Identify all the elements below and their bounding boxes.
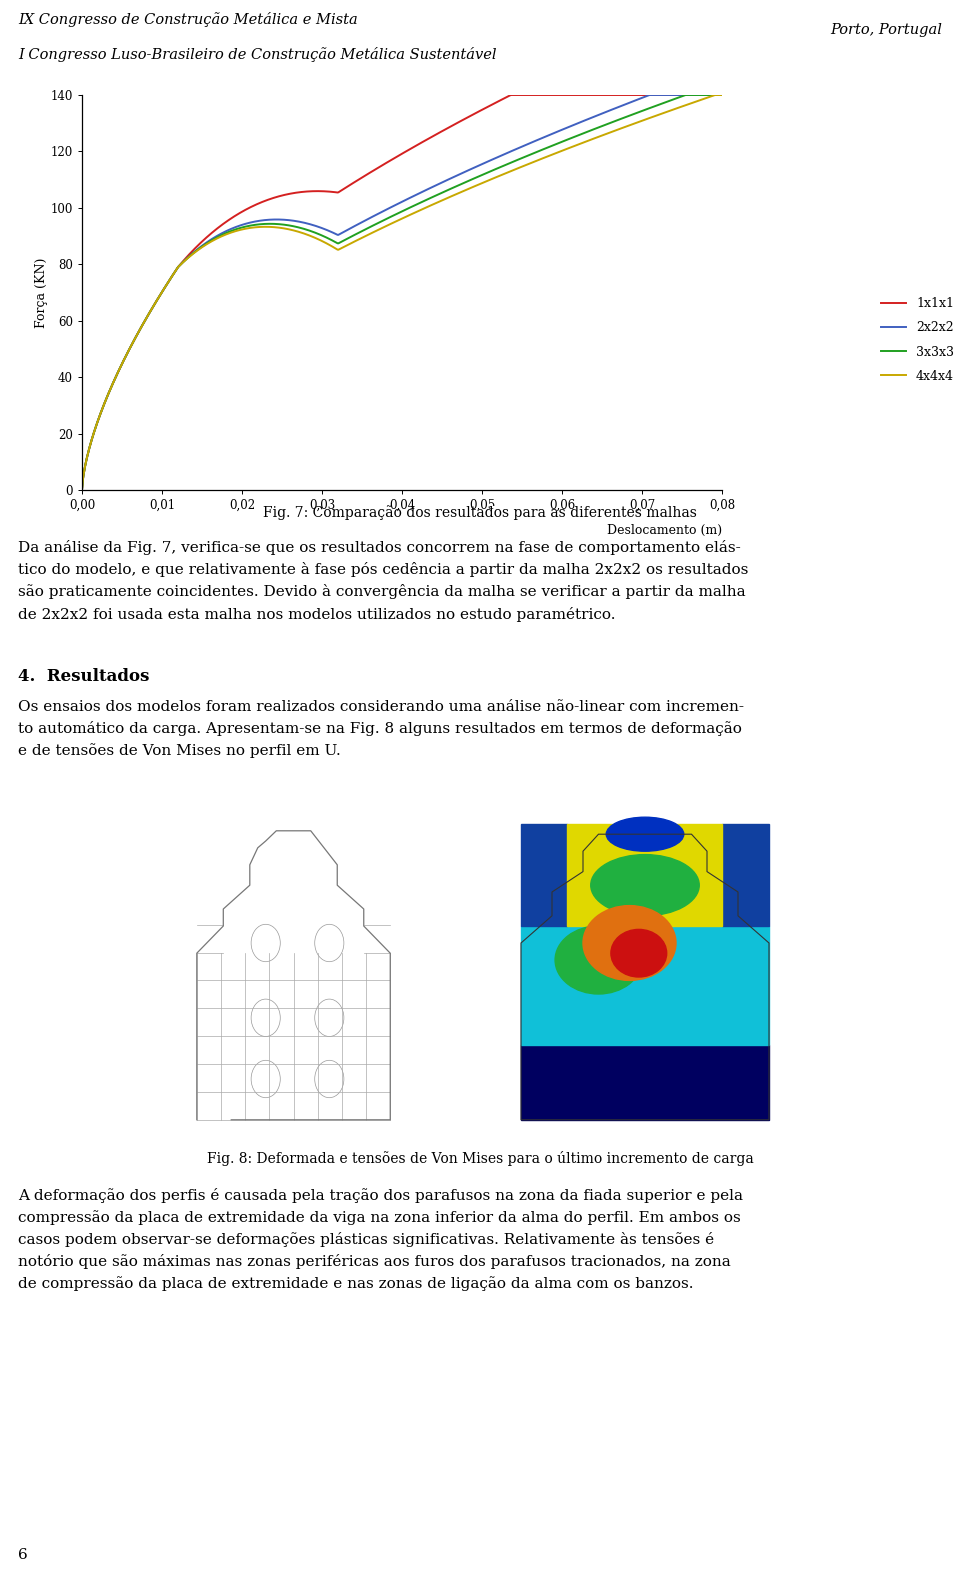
Ellipse shape [607,818,684,851]
Bar [567,824,723,926]
Text: A deformação dos perfis é causada pela tração dos parafusos na zona da fiada sup: A deformação dos perfis é causada pela t… [18,1189,743,1292]
Ellipse shape [590,854,699,916]
Text: I Congresso Luso-Brasileiro de Construção Metálica Sustentável: I Congresso Luso-Brasileiro de Construçã… [18,48,496,62]
Text: Fig. 7:: Fig. 7: [455,506,505,520]
Bar [521,926,769,1045]
Text: IX Congresso de Construção Metálica e Mista: IX Congresso de Construção Metálica e Mi… [18,13,358,27]
Bar [521,824,567,926]
Ellipse shape [555,926,642,994]
Text: Os ensaios dos modelos foram realizados considerando uma análise não-linear com : Os ensaios dos modelos foram realizados … [18,701,744,758]
Bar [521,1045,769,1119]
Text: 6: 6 [18,1549,28,1561]
Bar [723,824,769,926]
Text: Deslocamento (m): Deslocamento (m) [607,523,722,537]
Text: 4.  Resultados: 4. Resultados [18,669,150,685]
Text: Porto, Portugal: Porto, Portugal [830,24,942,36]
Text: Fig. 8: Deformada e tensões de Von Mises para o último incremento de carga: Fig. 8: Deformada e tensões de Von Mises… [206,1151,754,1167]
Legend: 1x1x1, 2x2x2, 3x3x3, 4x4x4: 1x1x1, 2x2x2, 3x3x3, 4x4x4 [876,292,959,388]
Text: Da análise da Fig. 7, verifica-se que os resultados concorrem na fase de comport: Da análise da Fig. 7, verifica-se que os… [18,540,749,621]
Ellipse shape [583,905,676,981]
Text: Fig. 7: Comparação dos resultados para as diferentes malhas: Fig. 7: Comparação dos resultados para a… [263,506,697,520]
Ellipse shape [611,929,666,976]
Y-axis label: Força (KN): Força (KN) [35,257,48,328]
